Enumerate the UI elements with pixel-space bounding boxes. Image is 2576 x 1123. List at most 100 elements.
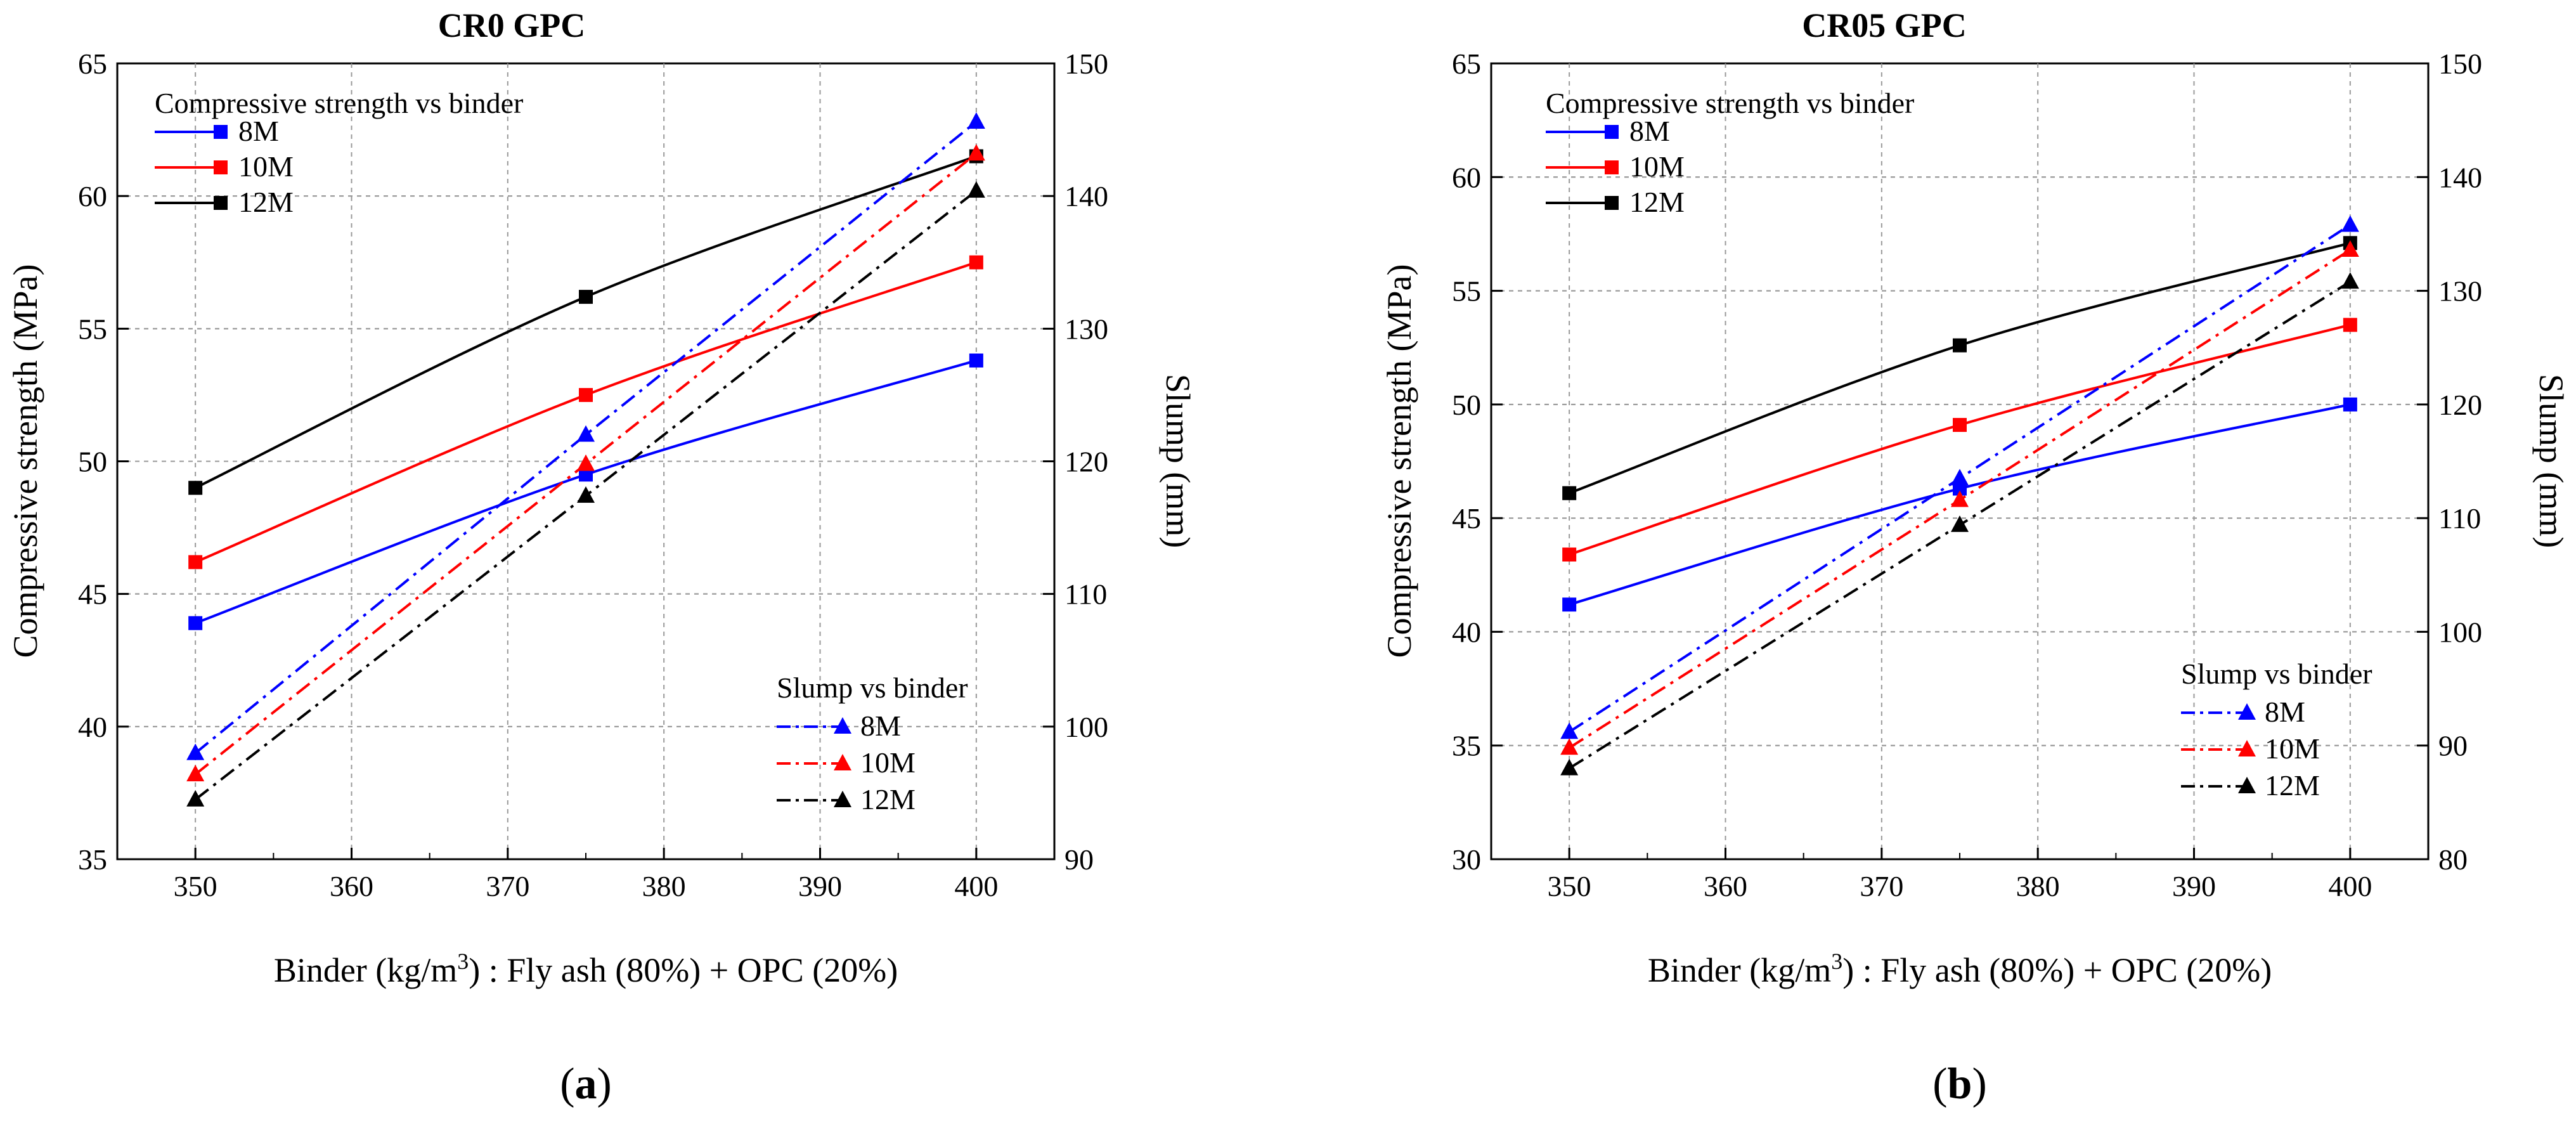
legend-marker	[214, 160, 228, 174]
legend-entry-slump-8M: 8M	[2181, 696, 2305, 728]
data-point-strength-8M	[1562, 597, 1577, 612]
y-tick-label-right: 100	[1065, 711, 1108, 743]
x-tick-label: 370	[486, 870, 529, 902]
series-strength-12M	[1562, 236, 2357, 500]
series-strength-12M	[188, 149, 983, 495]
legend-label: 8M	[2265, 696, 2305, 728]
tick-layer: 350 360 370 380 390 400 35 40 45 50 55 60 65 90 100 110…	[78, 48, 1108, 902]
data-point-strength-10M	[1562, 547, 1577, 562]
series-line-slump-8M	[194, 120, 978, 755]
legend-label: 8M	[860, 710, 901, 742]
legend-label: 12M	[1629, 186, 1685, 218]
caption-letter: b	[1948, 1060, 1972, 1108]
panel-caption: (b)	[1932, 1060, 1987, 1108]
legend-slump-items: 8M 10M 12M	[2181, 696, 2320, 802]
y-tick-label-left: 55	[1452, 275, 1481, 308]
data-point-slump-8M	[1951, 469, 1969, 486]
data-point-slump-12M	[2341, 272, 2359, 289]
data-point-slump-10M	[1951, 490, 1969, 507]
legend-marker	[1605, 160, 1619, 174]
legend-label: 12M	[238, 186, 294, 218]
x-tick-label: 350	[174, 870, 217, 902]
data-point-strength-10M	[188, 555, 203, 569]
data-point-strength-8M	[2343, 397, 2357, 412]
series-slump-10M	[1560, 240, 2359, 755]
legend-slump-title: Slump vs binder	[2181, 658, 2372, 690]
y-tick-label-right: 140	[1065, 180, 1108, 212]
legend-slump: Slump vs binder 8M 10M 12M	[2181, 658, 2372, 802]
legend-label: 8M	[238, 115, 279, 147]
y-tick-label-left: 35	[1452, 730, 1481, 762]
y-tick-label-left: 65	[78, 48, 107, 80]
data-point-slump-8M	[1560, 722, 1579, 739]
x-tick-label: 350	[1548, 870, 1591, 902]
y-tick-label-right: 110	[2438, 502, 2481, 535]
x-axis-label-suffix: ) : Fly ash (80%) + OPC (20%)	[1842, 951, 2272, 989]
legend-slump-items: 8M 10M 12M	[777, 710, 916, 815]
data-point-slump-12M	[577, 486, 595, 503]
legend-label: 10M	[1629, 150, 1685, 183]
series-line-strength-10M	[195, 261, 977, 564]
x-tick-label: 390	[2172, 870, 2216, 902]
data-point-slump-8M	[186, 743, 205, 760]
legend-entry-strength-10M: 10M	[155, 150, 294, 183]
series-strength-8M	[188, 353, 983, 630]
y-tick-label-right: 120	[1065, 446, 1108, 478]
legend-label: 10M	[2265, 732, 2320, 765]
y-tick-label-left: 65	[1452, 48, 1481, 80]
x-tick-label: 360	[1704, 870, 1747, 902]
y-tick-label-right: 110	[1065, 578, 1107, 611]
legend-marker	[834, 754, 851, 770]
x-tick-label: 400	[954, 870, 998, 902]
x-axis-label-sup: 3	[1831, 949, 1842, 974]
panel-caption: (a)	[560, 1060, 612, 1108]
y-tick-label-right: 140	[2438, 161, 2482, 193]
series-strength-10M	[1562, 318, 2357, 562]
legend-marker	[834, 791, 851, 807]
data-point-strength-10M	[2343, 318, 2357, 332]
data-point-strength-8M	[188, 616, 203, 630]
data-point-slump-10M	[186, 765, 205, 782]
y-tick-label-left: 50	[1452, 389, 1481, 421]
y-tick-label-left: 60	[1452, 161, 1481, 193]
series-layer	[186, 112, 985, 807]
legend-marker	[2238, 740, 2256, 756]
data-point-slump-10M	[2341, 240, 2359, 257]
series-layer	[1560, 215, 2359, 776]
panel-title: CR05 GPC	[1802, 6, 1966, 44]
series-line-strength-12M	[1569, 242, 2351, 495]
data-point-slump-12M	[1951, 515, 1969, 532]
x-axis-label: Binder (kg/m3) : Fly ash (80%) + OPC (20…	[274, 949, 898, 989]
data-point-slump-10M	[1560, 738, 1579, 755]
x-tick-label: 360	[330, 870, 373, 902]
legend-entry-strength-12M: 12M	[1546, 186, 1685, 218]
data-point-strength-8M	[969, 353, 983, 368]
legend-entry-slump-8M: 8M	[777, 710, 901, 742]
legend-marker	[1605, 125, 1619, 139]
legend-label: 10M	[860, 746, 916, 779]
panel-title: CR0 GPC	[438, 6, 585, 44]
legend-slump-title: Slump vs binder	[777, 672, 968, 704]
legend-marker	[2238, 703, 2256, 720]
legend-slump: Slump vs binder 8M 10M 12M	[777, 672, 968, 815]
y-tick-label-left: 45	[78, 578, 107, 611]
y-axis-left-label: Compressive strength (MPa)	[6, 264, 44, 658]
panel-a: CR0 GPC 350 360 370 380 390 40035404550556065…	[6, 6, 1197, 1108]
legend-entry-slump-10M: 10M	[2181, 732, 2320, 765]
series-slump-12M	[186, 181, 985, 807]
data-point-strength-12M	[579, 290, 593, 304]
data-point-slump-10M	[967, 144, 985, 161]
tick-layer: 350 360 370 380 390 400 30 35 40 45 50 55 60 65 80 90 10…	[1452, 48, 2482, 902]
x-axis-label: Binder (kg/m3) : Fly ash (80%) + OPC (20…	[1648, 949, 2272, 989]
legend-marker	[1605, 196, 1619, 210]
legend-label: 12M	[860, 783, 916, 815]
data-point-slump-8M	[967, 112, 985, 129]
y-tick-label-left: 40	[1452, 616, 1481, 648]
data-point-slump-12M	[1560, 758, 1579, 776]
y-tick-label-right: 90	[1065, 843, 1094, 876]
data-point-slump-10M	[577, 454, 595, 471]
data-point-slump-8M	[2341, 215, 2359, 232]
